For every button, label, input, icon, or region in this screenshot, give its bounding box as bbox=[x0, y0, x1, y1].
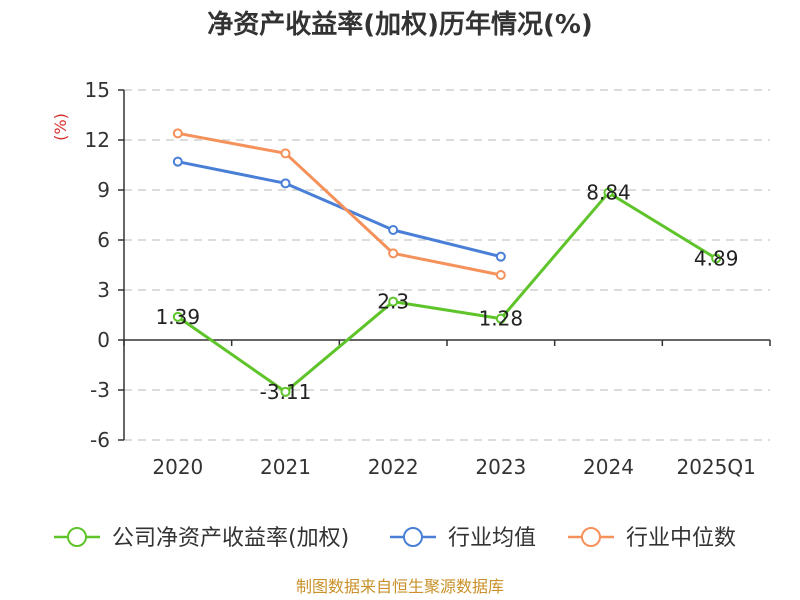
y-tick-label: 12 bbox=[85, 128, 110, 152]
data-point bbox=[603, 187, 614, 198]
series-lines bbox=[172, 128, 722, 397]
x-tick-label: 2020 bbox=[152, 455, 203, 479]
source-note: 制图数据来自恒生聚源数据库 bbox=[296, 577, 504, 596]
data-point bbox=[280, 148, 291, 159]
x-tick-labels: 2020 2021 2022 2023 2024 2025Q1 bbox=[152, 455, 755, 479]
y-tick-label: 3 bbox=[97, 278, 110, 302]
data-point bbox=[388, 296, 399, 307]
x-tick-label: 2024 bbox=[583, 455, 634, 479]
data-label: 8.84 bbox=[586, 181, 631, 205]
data-point bbox=[388, 225, 399, 235]
axes bbox=[118, 89, 771, 441]
y-tick-label: 6 bbox=[97, 228, 110, 252]
y-axis-unit: (%) bbox=[51, 113, 70, 141]
legend-label: 行业中位数 bbox=[626, 526, 736, 551]
x-tick-label: 2021 bbox=[260, 455, 311, 479]
data-point bbox=[495, 313, 506, 324]
data-point bbox=[172, 156, 183, 167]
y-tick-label: -3 bbox=[90, 378, 110, 402]
x-tick-label: 2023 bbox=[475, 455, 526, 479]
series-line bbox=[177, 131, 502, 277]
legend-label: 公司净资产收益率(加权) bbox=[112, 526, 349, 551]
data-point bbox=[280, 386, 291, 397]
data-point bbox=[172, 128, 183, 139]
data-labels: 1.39 -3.11 2.3 1.28 8.84 4.89 bbox=[156, 181, 739, 404]
series-line bbox=[177, 160, 502, 259]
data-point bbox=[495, 270, 506, 280]
data-point bbox=[388, 248, 399, 259]
data-label: 1.39 bbox=[156, 305, 201, 329]
y-tick-label: 15 bbox=[85, 78, 110, 102]
x-tick-label: 2022 bbox=[368, 455, 419, 479]
data-label: 2.3 bbox=[377, 290, 409, 314]
y-tick-label: -6 bbox=[90, 428, 110, 452]
data-point bbox=[172, 311, 183, 322]
data-label: -3.11 bbox=[260, 380, 312, 404]
y-tick-label: 0 bbox=[97, 328, 110, 352]
data-point bbox=[280, 178, 291, 189]
chart-title: 净资产收益率(加权)历年情况(%) bbox=[207, 9, 593, 40]
legend-swatch-marker bbox=[403, 527, 423, 547]
legend-label: 行业均值 bbox=[448, 526, 536, 551]
data-point bbox=[711, 253, 722, 264]
grid-lines bbox=[124, 89, 770, 441]
data-label: 1.28 bbox=[479, 307, 524, 331]
legend-swatch-marker bbox=[581, 527, 601, 547]
legend: 公司净资产收益率(加权) 行业均值 行业中位数 bbox=[54, 526, 736, 551]
data-point bbox=[495, 251, 506, 262]
series-line bbox=[176, 191, 717, 394]
y-tick-labels: 15 12 9 6 3 0 -3 -6 bbox=[85, 78, 110, 452]
y-tick-label: 9 bbox=[97, 178, 110, 202]
x-tick-label: 2025Q1 bbox=[676, 455, 755, 479]
legend-swatch-marker bbox=[67, 527, 87, 547]
data-label: 4.89 bbox=[694, 247, 739, 271]
